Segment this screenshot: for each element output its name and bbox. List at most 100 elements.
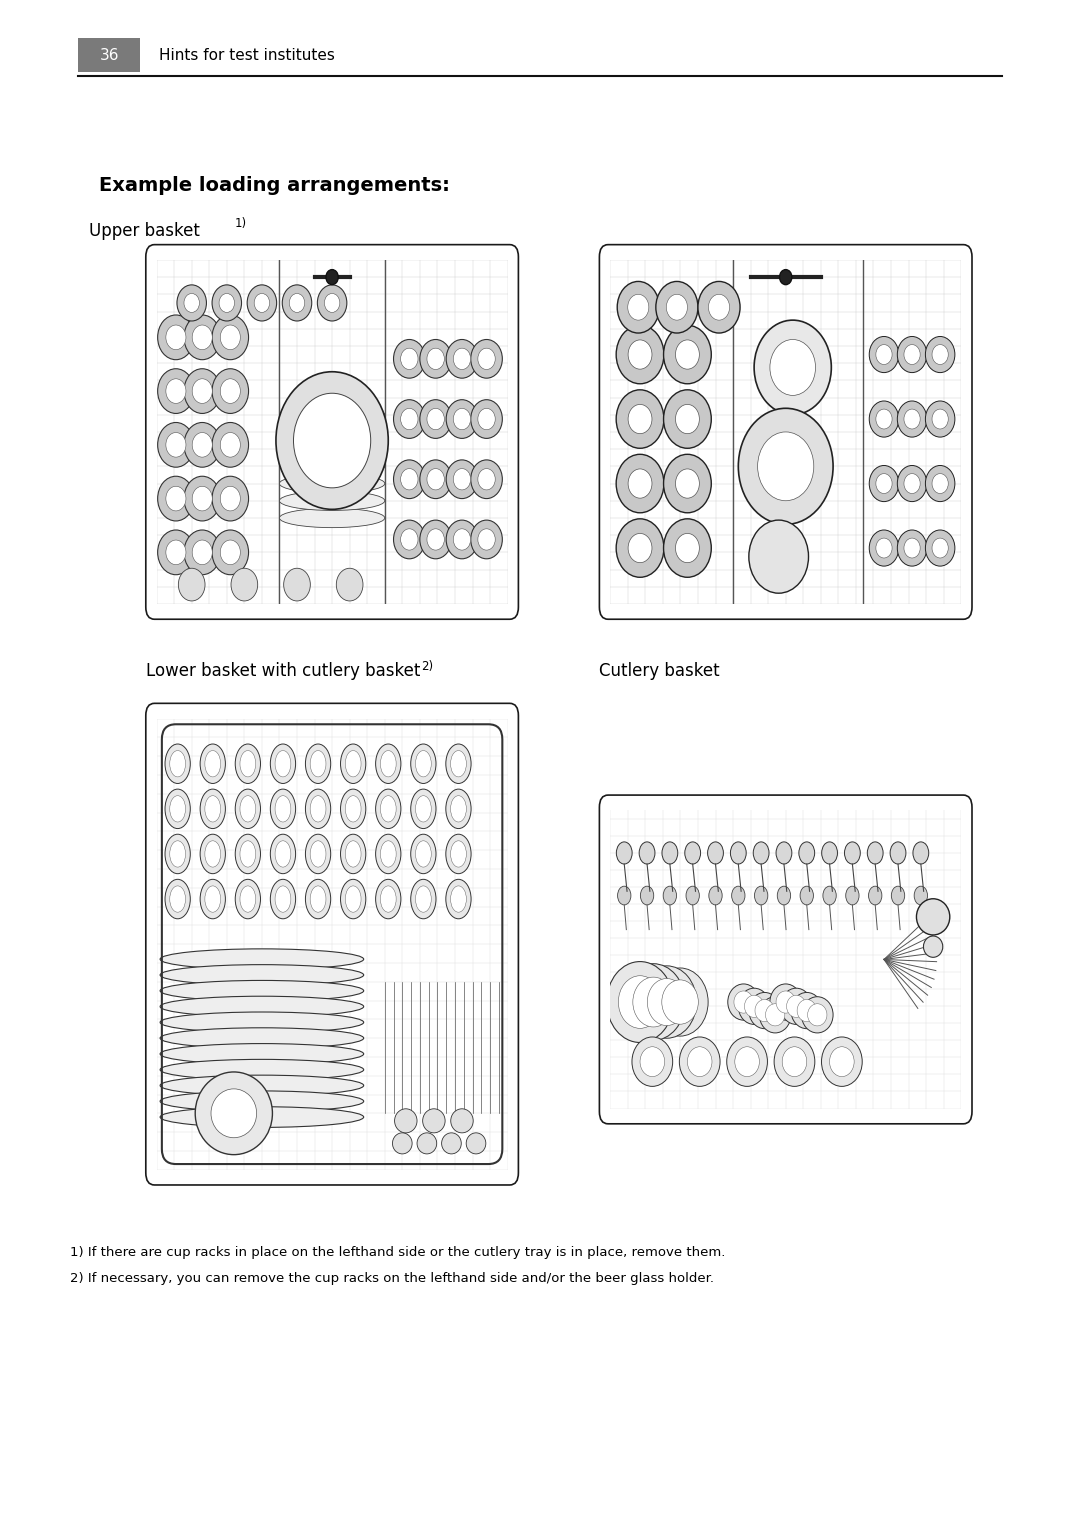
Circle shape: [926, 336, 955, 373]
Ellipse shape: [917, 899, 949, 934]
Ellipse shape: [777, 842, 792, 864]
Circle shape: [158, 531, 194, 575]
Circle shape: [192, 540, 213, 564]
Circle shape: [192, 486, 213, 511]
Circle shape: [663, 390, 712, 448]
Text: Upper basket: Upper basket: [89, 222, 205, 240]
Circle shape: [471, 460, 502, 498]
Ellipse shape: [346, 795, 361, 823]
Circle shape: [177, 284, 206, 321]
Circle shape: [897, 465, 927, 502]
Ellipse shape: [200, 879, 226, 919]
Circle shape: [247, 284, 276, 321]
Ellipse shape: [240, 795, 256, 823]
Circle shape: [869, 336, 899, 373]
Circle shape: [904, 538, 920, 558]
Circle shape: [220, 326, 241, 350]
Circle shape: [220, 486, 241, 511]
Circle shape: [822, 1037, 862, 1087]
Circle shape: [662, 980, 699, 1024]
Ellipse shape: [446, 835, 471, 873]
Ellipse shape: [450, 841, 467, 867]
Ellipse shape: [823, 887, 836, 905]
Ellipse shape: [165, 879, 190, 919]
Ellipse shape: [306, 835, 330, 873]
Circle shape: [926, 465, 955, 502]
Ellipse shape: [744, 995, 764, 1017]
Ellipse shape: [707, 842, 724, 864]
Circle shape: [617, 518, 664, 578]
Ellipse shape: [686, 887, 700, 905]
Circle shape: [158, 368, 194, 413]
Circle shape: [629, 534, 652, 563]
Circle shape: [450, 1109, 473, 1133]
Circle shape: [774, 1037, 814, 1087]
Ellipse shape: [165, 789, 190, 829]
Ellipse shape: [346, 841, 361, 867]
Circle shape: [454, 529, 471, 550]
Circle shape: [477, 349, 496, 370]
Circle shape: [427, 529, 444, 550]
Ellipse shape: [280, 422, 384, 442]
Ellipse shape: [310, 885, 326, 913]
Ellipse shape: [205, 841, 220, 867]
Circle shape: [393, 399, 426, 439]
Circle shape: [220, 379, 241, 404]
Circle shape: [675, 404, 700, 434]
Ellipse shape: [280, 405, 384, 425]
Ellipse shape: [310, 795, 326, 823]
Ellipse shape: [846, 887, 859, 905]
Circle shape: [632, 1037, 673, 1087]
Ellipse shape: [410, 835, 436, 873]
FancyBboxPatch shape: [599, 795, 972, 1124]
Ellipse shape: [340, 789, 366, 829]
Circle shape: [869, 531, 899, 566]
Circle shape: [401, 349, 418, 370]
Circle shape: [629, 404, 652, 434]
Circle shape: [904, 410, 920, 430]
Ellipse shape: [235, 879, 260, 919]
Circle shape: [754, 320, 832, 414]
Ellipse shape: [376, 745, 401, 783]
Ellipse shape: [275, 841, 291, 867]
Ellipse shape: [450, 795, 467, 823]
Text: Cutlery basket: Cutlery basket: [599, 662, 720, 680]
Ellipse shape: [891, 887, 905, 905]
Circle shape: [420, 520, 451, 558]
Ellipse shape: [822, 842, 837, 864]
Ellipse shape: [778, 887, 791, 905]
Circle shape: [647, 979, 686, 1026]
Circle shape: [876, 474, 892, 494]
Circle shape: [926, 531, 955, 566]
Circle shape: [446, 520, 477, 558]
Circle shape: [401, 468, 418, 489]
Circle shape: [158, 422, 194, 468]
Circle shape: [629, 469, 652, 498]
Ellipse shape: [280, 508, 384, 528]
Circle shape: [446, 460, 477, 498]
Circle shape: [618, 281, 659, 333]
Circle shape: [656, 281, 698, 333]
Text: 2): 2): [421, 659, 433, 673]
Ellipse shape: [275, 795, 291, 823]
Circle shape: [254, 294, 270, 312]
Circle shape: [617, 390, 664, 448]
Circle shape: [289, 294, 305, 312]
Ellipse shape: [240, 841, 256, 867]
Ellipse shape: [685, 842, 701, 864]
Ellipse shape: [734, 991, 753, 1014]
Circle shape: [904, 474, 920, 494]
Circle shape: [629, 339, 652, 368]
Circle shape: [212, 476, 248, 521]
Circle shape: [166, 486, 186, 511]
Ellipse shape: [376, 835, 401, 873]
Circle shape: [166, 326, 186, 350]
Ellipse shape: [310, 751, 326, 777]
Ellipse shape: [376, 879, 401, 919]
Ellipse shape: [913, 842, 929, 864]
Ellipse shape: [376, 789, 401, 829]
Ellipse shape: [753, 842, 769, 864]
Ellipse shape: [450, 751, 467, 777]
Circle shape: [212, 422, 248, 468]
Circle shape: [393, 339, 426, 378]
